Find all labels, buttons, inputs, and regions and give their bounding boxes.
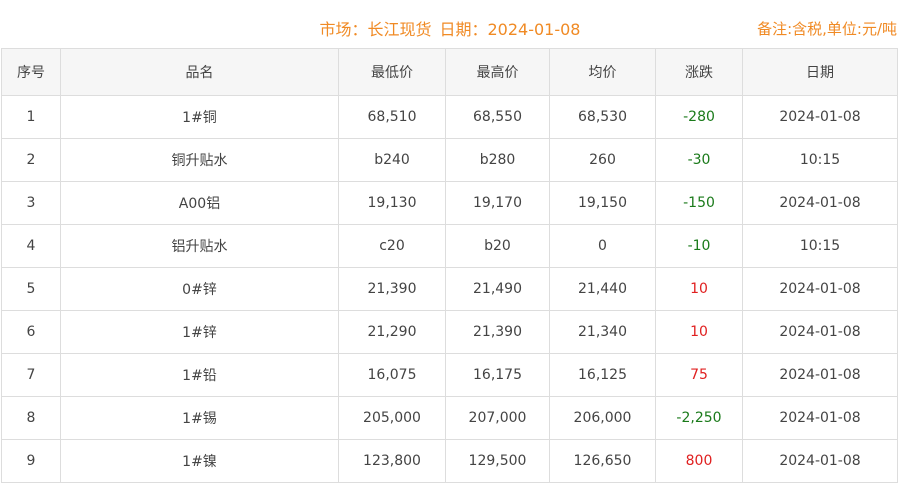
product-name-cell: 1#镍	[60, 439, 339, 483]
high-price-cell: 129,500	[445, 439, 550, 483]
high-price-cell: 16,175	[445, 353, 550, 397]
price-table: 序号 品名 最低价 最高价 均价 涨跌 日期 1 1#铜 68,510 68,550 68,530-…	[1, 48, 898, 483]
high-price-cell: b280	[445, 138, 550, 182]
table-row: 7 1#铅 16,075 16,175 16,125 75 2024-01-08	[1, 353, 898, 397]
table-row: 3 A00铝 19,130 19,170 19,150 -150 2024-01-08	[1, 181, 898, 225]
change-cell: -30	[655, 138, 743, 182]
avg-price-cell: 0	[549, 224, 656, 268]
column-header: 最高价	[445, 48, 550, 96]
low-price-cell: c20	[338, 224, 446, 268]
product-name-cell: 1#铅	[60, 353, 339, 397]
index-cell: 7	[1, 353, 61, 397]
header: 市场：长江现货 日期：2024-01-08 备注:含税,单位:元/吨	[0, 0, 900, 48]
avg-price-cell: 21,340	[549, 310, 656, 354]
avg-price-cell: 260	[549, 138, 656, 182]
change-cell: 75	[655, 353, 743, 397]
table-row: 6 1#锌 21,290 21,390 21,340 10 2024-01-08	[1, 310, 898, 354]
product-name-cell: 铜升贴水	[60, 138, 339, 182]
avg-price-cell: 206,000	[549, 396, 656, 440]
low-price-cell: 21,290	[338, 310, 446, 354]
index-cell: 6	[1, 310, 61, 354]
product-name-cell: 0#锌	[60, 267, 339, 311]
column-header: 最低价	[338, 48, 446, 96]
index-cell: 2	[1, 138, 61, 182]
date-cell: 2024-01-08	[742, 396, 898, 440]
high-price-cell: 21,390	[445, 310, 550, 354]
index-cell: 8	[1, 396, 61, 440]
table-row: 1 1#铜 68,510 68,550 68,530 -280 2024-01-08	[1, 95, 898, 139]
high-price-cell: 19,170	[445, 181, 550, 225]
index-cell: 1	[1, 95, 61, 139]
column-header: 日期	[742, 48, 898, 96]
date-label: 日期：2024-01-08	[439, 20, 581, 39]
date-cell: 10:15	[742, 224, 898, 268]
unit-note: 备注:含税,单位:元/吨	[757, 20, 897, 38]
high-price-cell: 68,550	[445, 95, 550, 139]
index-cell: 9	[1, 439, 61, 483]
avg-price-cell: 21,440	[549, 267, 656, 311]
low-price-cell: 19,130	[338, 181, 446, 225]
product-name-cell: 1#铜	[60, 95, 339, 139]
table-row: 5 0#锌 21,390 21,490 21,440 10 2024-01-08	[1, 267, 898, 311]
low-price-cell: 16,075	[338, 353, 446, 397]
product-name-cell: 1#锡	[60, 396, 339, 440]
column-header: 涨跌	[655, 48, 743, 96]
change-cell: -2,250	[655, 396, 743, 440]
product-name-cell: A00铝	[60, 181, 339, 225]
column-header: 品名	[60, 48, 339, 96]
avg-price-cell: 16,125	[549, 353, 656, 397]
date-cell: 10:15	[742, 138, 898, 182]
low-price-cell: 68,510	[338, 95, 446, 139]
date-cell: 2024-01-08	[742, 310, 898, 354]
high-price-cell: 21,490	[445, 267, 550, 311]
table-header: 序号 品名 最低价 最高价 均价 涨跌 日期	[1, 48, 898, 96]
low-price-cell: 205,000	[338, 396, 446, 440]
market-label: 市场：长江现货	[319, 20, 432, 39]
market-title: 市场：长江现货 日期：2024-01-08	[0, 16, 900, 40]
change-cell: -10	[655, 224, 743, 268]
date-cell: 2024-01-08	[742, 181, 898, 225]
change-cell: -280	[655, 95, 743, 139]
product-name-cell: 1#锌	[60, 310, 339, 354]
change-cell: 10	[655, 310, 743, 354]
table-row: 8 1#锡 205,000 207,000 206,000 -2,250 2024-01-0…	[1, 396, 898, 440]
date-cell: 2024-01-08	[742, 439, 898, 483]
avg-price-cell: 68,530	[549, 95, 656, 139]
change-cell: 800	[655, 439, 743, 483]
table-row: 2 铜升贴水 b240 b280 260 -30 10:15	[1, 138, 898, 182]
low-price-cell: 123,800	[338, 439, 446, 483]
high-price-cell: 207,000	[445, 396, 550, 440]
column-header: 序号	[1, 48, 61, 96]
column-header: 均价	[549, 48, 656, 96]
avg-price-cell: 19,150	[549, 181, 656, 225]
date-cell: 2024-01-08	[742, 353, 898, 397]
table-row: 4 铝升贴水 c20 b20 0 -10 10:15	[1, 224, 898, 268]
avg-price-cell: 126,650	[549, 439, 656, 483]
product-name-cell: 铝升贴水	[60, 224, 339, 268]
low-price-cell: b240	[338, 138, 446, 182]
table-row: 9 1#镍 123,800 129,500 126,650 800 2024-01-08	[1, 439, 898, 483]
change-cell: -150	[655, 181, 743, 225]
high-price-cell: b20	[445, 224, 550, 268]
change-cell: 10	[655, 267, 743, 311]
date-cell: 2024-01-08	[742, 267, 898, 311]
low-price-cell: 21,390	[338, 267, 446, 311]
date-cell: 2024-01-08	[742, 95, 898, 139]
index-cell: 3	[1, 181, 61, 225]
index-cell: 4	[1, 224, 61, 268]
index-cell: 5	[1, 267, 61, 311]
